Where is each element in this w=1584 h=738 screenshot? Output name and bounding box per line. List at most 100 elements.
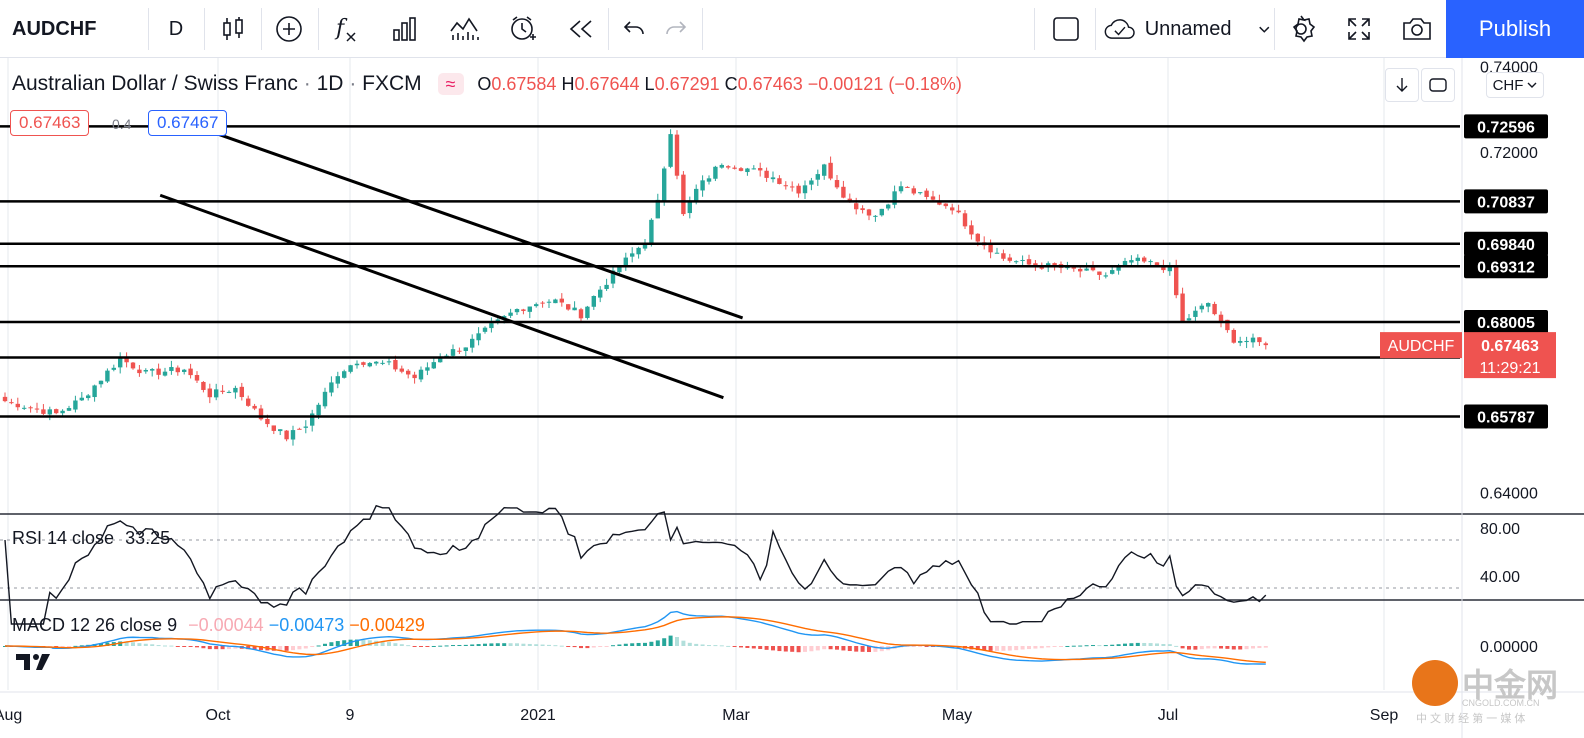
candle-body [495,319,500,322]
macd-histogram-bar [54,646,59,647]
candle-body [649,219,654,245]
candle-body [1078,268,1083,272]
candle-body [745,168,750,173]
candle-body [879,208,884,216]
scroll-down-icon[interactable] [1385,68,1419,102]
alert-icon[interactable] [498,0,548,58]
macd-histogram-bar [406,645,411,647]
macd-histogram-bar [1251,646,1255,649]
candle-body [726,166,731,168]
macd-histogram-bar [694,643,699,646]
candle-body [623,257,628,268]
settings-icon[interactable] [1278,0,1324,58]
candle-body [386,361,392,363]
macd-histogram-bar [1148,643,1153,646]
indicator-icon[interactable]: ≈ [437,73,464,96]
candle-body [770,177,776,180]
watermark-url: CNGOLD.COM.CN [1462,698,1540,708]
fx-icon[interactable]: f [324,0,370,58]
level-price-label-bg [1464,231,1548,256]
last-price-symbol: AUDCHF [1388,338,1455,355]
ask-price-box[interactable]: 0.67467 [148,110,228,136]
replay-icon[interactable] [558,0,604,58]
candle-body [924,190,929,197]
undo-icon[interactable] [614,0,654,58]
macd-histogram-bar [1193,646,1198,650]
candle-body [866,209,872,216]
candle-body [1007,257,1012,261]
interval-button[interactable]: D [168,17,184,40]
rsi-legend[interactable]: RSI 14 close 33.25 [12,528,170,549]
camera-icon[interactable] [1392,0,1442,58]
currency-selector[interactable]: CHF [1486,72,1544,98]
candle-body [66,408,72,411]
candle-body [239,386,244,398]
publish-button[interactable]: Publish [1446,0,1584,58]
macd-histogram-bar [329,642,334,646]
candle-body [226,391,232,393]
last-price-value: 0.67463 [1481,338,1539,355]
candle-body [809,180,814,185]
macd-histogram-bar [233,646,238,649]
macd-histogram-bar [195,646,199,648]
macd-histogram-bar [745,646,750,648]
candle-body [1103,275,1108,277]
candle-body [1026,259,1032,265]
candle-body [393,360,398,370]
candle-body [713,166,718,179]
macd-legend[interactable]: MACD 12 26 close 9 −0.00044 −0.00473 −0.… [12,615,425,636]
candle-body [1250,337,1256,343]
toolbar-divider [148,8,149,50]
macd-histogram-bar [764,646,769,650]
macd-histogram-bar [1046,646,1051,648]
chart-canvas[interactable]: 0.725960.708370.698400.693120.680050.671… [0,58,1584,738]
macd-histogram-bar [425,646,430,647]
bid-price-box[interactable]: 0.67463 [10,110,90,136]
macd-histogram-bar [1174,645,1179,647]
redo-icon[interactable] [656,0,696,58]
fullscreen-square-icon[interactable] [1040,0,1092,58]
macd-histogram-bar [1059,646,1063,647]
macd-histogram-bar [662,638,667,646]
macd-histogram-bar [790,646,795,652]
compare-icon[interactable] [380,0,430,58]
indicators-icon[interactable] [440,0,490,58]
symbol-search-button[interactable]: AUDCHF [12,17,97,40]
candle-body [194,375,200,381]
macd-histogram-bar [1065,645,1070,647]
expand-icon[interactable] [1336,0,1382,58]
layout-name-button[interactable]: Unnamed [1100,0,1272,58]
candle-body [1090,267,1096,271]
candle-body [28,407,33,409]
reset-view-icon[interactable] [1421,68,1455,102]
macd-histogram-bar [316,645,321,647]
candle-body [130,362,136,369]
macd-histogram-bar [291,646,295,651]
add-indicator-icon[interactable] [266,0,312,58]
macd-histogram-bar [188,646,193,647]
toolbar-divider [318,8,319,50]
candle-body [834,180,840,188]
candle-body [143,369,148,372]
macd-histogram-bar [1033,646,1038,649]
macd-histogram-bar [707,645,711,647]
candle-body [930,196,936,200]
macd-histogram-bar [310,646,315,648]
macd-histogram-bar [412,646,417,647]
macd-histogram-bar [995,646,999,651]
candles-icon[interactable] [210,0,256,58]
macd-histogram-bar [547,644,551,646]
symbol-title[interactable]: Australian Dollar / Swiss Franc [12,72,298,95]
macd-histogram-bar [470,644,475,646]
candle-body [47,409,52,415]
macd-histogram-bar [828,646,833,650]
macd-histogram-bar [380,641,385,646]
candle-body [662,168,667,201]
macd-histogram-bar [598,646,603,647]
macd-histogram-bar [649,641,654,646]
macd-histogram-bar [284,646,289,651]
macd-histogram-bar [835,646,839,650]
candle-body [1238,340,1243,343]
macd-histogram-bar [572,646,577,648]
macd-histogram-bar [1071,645,1076,647]
